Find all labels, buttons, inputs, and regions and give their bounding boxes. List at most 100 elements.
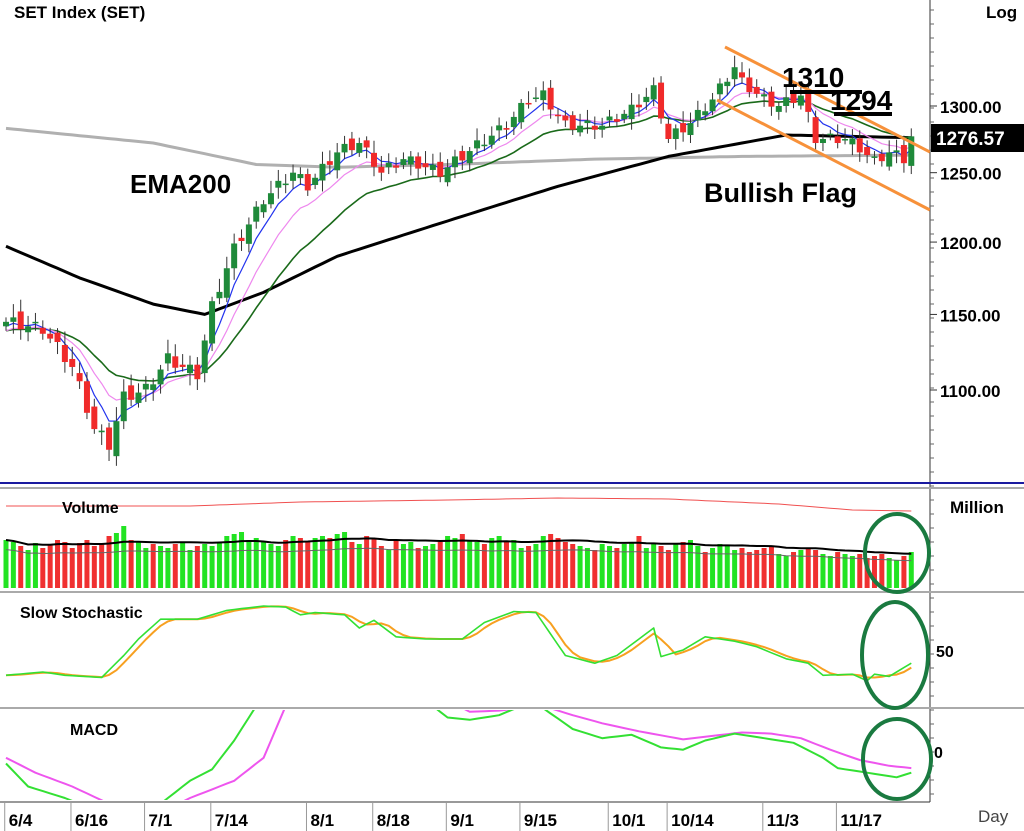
- volume-bar: [503, 542, 509, 588]
- candle-body: [407, 156, 414, 165]
- volume-bar: [901, 556, 907, 588]
- volume-bar: [842, 554, 848, 588]
- candle-body: [297, 174, 304, 179]
- volume-bar: [209, 546, 215, 588]
- x-tick-label: 8/18: [377, 811, 410, 830]
- volume-bar: [599, 544, 605, 588]
- volume-bar: [798, 550, 804, 588]
- stochastic-tick-50: 50: [936, 644, 954, 661]
- candle-body: [525, 102, 532, 105]
- candle-body: [709, 99, 716, 112]
- volume-bar: [849, 556, 855, 588]
- candle-body: [282, 183, 289, 186]
- volume-bar: [253, 538, 259, 588]
- volume-bar: [106, 536, 112, 588]
- volume-bar: [518, 548, 524, 588]
- macd-tick-0: 0: [934, 745, 943, 762]
- candle-body: [908, 136, 915, 166]
- macd-signal-line: [5, 710, 912, 800]
- candle-body: [415, 156, 422, 169]
- volume-bar: [533, 544, 539, 588]
- volume-bar: [805, 548, 811, 588]
- volume-bar: [651, 544, 657, 588]
- resistance-1310-annotation: 1310: [782, 62, 844, 93]
- candle-body: [694, 109, 701, 121]
- candle-body: [481, 144, 488, 147]
- volume-bar: [592, 550, 598, 588]
- volume-bar: [783, 556, 789, 588]
- y-tick-label: 1300.00: [940, 98, 1001, 117]
- volume-bar: [150, 544, 156, 588]
- candle-body: [128, 385, 135, 400]
- candle-body: [267, 193, 274, 205]
- candle-body: [187, 364, 193, 374]
- candle-body: [150, 384, 157, 390]
- candle-body: [400, 159, 407, 165]
- candle-body: [216, 291, 223, 299]
- volume-bar: [496, 536, 502, 588]
- candle-body: [209, 301, 216, 344]
- volume-bar: [55, 540, 61, 588]
- candle-body: [716, 83, 723, 95]
- candle-body: [783, 97, 790, 106]
- x-tick-label: 9/1: [450, 811, 474, 830]
- volume-bar: [673, 544, 679, 588]
- volume-bar: [172, 544, 178, 588]
- volume-bar: [717, 544, 723, 588]
- candle-body: [768, 91, 775, 107]
- volume-bar: [216, 542, 222, 588]
- volume-bar: [636, 536, 642, 588]
- volume-bar: [342, 532, 348, 588]
- volume-bar: [113, 533, 119, 588]
- volume-bar: [187, 550, 193, 588]
- candle-body: [628, 104, 635, 120]
- candle-body: [172, 356, 179, 368]
- volume-bar: [695, 546, 701, 588]
- volume-bar: [386, 550, 392, 588]
- volume-bar: [312, 538, 318, 588]
- candle-body: [665, 123, 672, 140]
- volume-reference-line: [6, 497, 912, 512]
- candle-body: [76, 373, 83, 382]
- macd-highlight-circle: [861, 717, 933, 801]
- candle-body: [326, 161, 333, 165]
- candle-body: [547, 87, 554, 110]
- volume-bar: [202, 544, 208, 588]
- volume-bar: [687, 540, 693, 588]
- volume-bar: [143, 548, 149, 588]
- volume-bar: [577, 546, 583, 588]
- volume-bar: [128, 540, 134, 588]
- x-tick-label: 9/15: [524, 811, 557, 830]
- volume-bar: [768, 546, 774, 588]
- candle-body: [253, 206, 260, 222]
- candle-body: [812, 117, 819, 144]
- volume-bar: [239, 532, 245, 588]
- candle-body: [864, 147, 871, 156]
- candle-body: [503, 128, 510, 130]
- volume-bar: [621, 544, 627, 588]
- volume-bar: [275, 546, 281, 588]
- candle-body: [842, 139, 849, 141]
- volume-bar: [813, 550, 819, 588]
- volume-bar: [327, 538, 333, 588]
- ema200-line: [5, 126, 912, 169]
- volume-bar: [364, 536, 370, 588]
- candle-body: [348, 138, 355, 151]
- candle-body: [474, 140, 481, 149]
- candle-body: [459, 151, 466, 161]
- candle-body: [658, 82, 665, 119]
- volume-bar: [724, 546, 730, 588]
- candle-body: [621, 113, 628, 120]
- volume-bar: [540, 536, 546, 588]
- volume-bar: [290, 536, 296, 588]
- volume-bar: [710, 548, 716, 588]
- candle-body: [201, 340, 208, 374]
- candle-body: [17, 311, 24, 330]
- bullish-flag-annotation: Bullish Flag: [704, 178, 857, 208]
- volume-bar: [408, 542, 414, 588]
- candle-body: [886, 152, 893, 167]
- volume-long-average-line: [5, 547, 912, 562]
- candle-body: [385, 162, 392, 168]
- volume-bar: [283, 540, 289, 588]
